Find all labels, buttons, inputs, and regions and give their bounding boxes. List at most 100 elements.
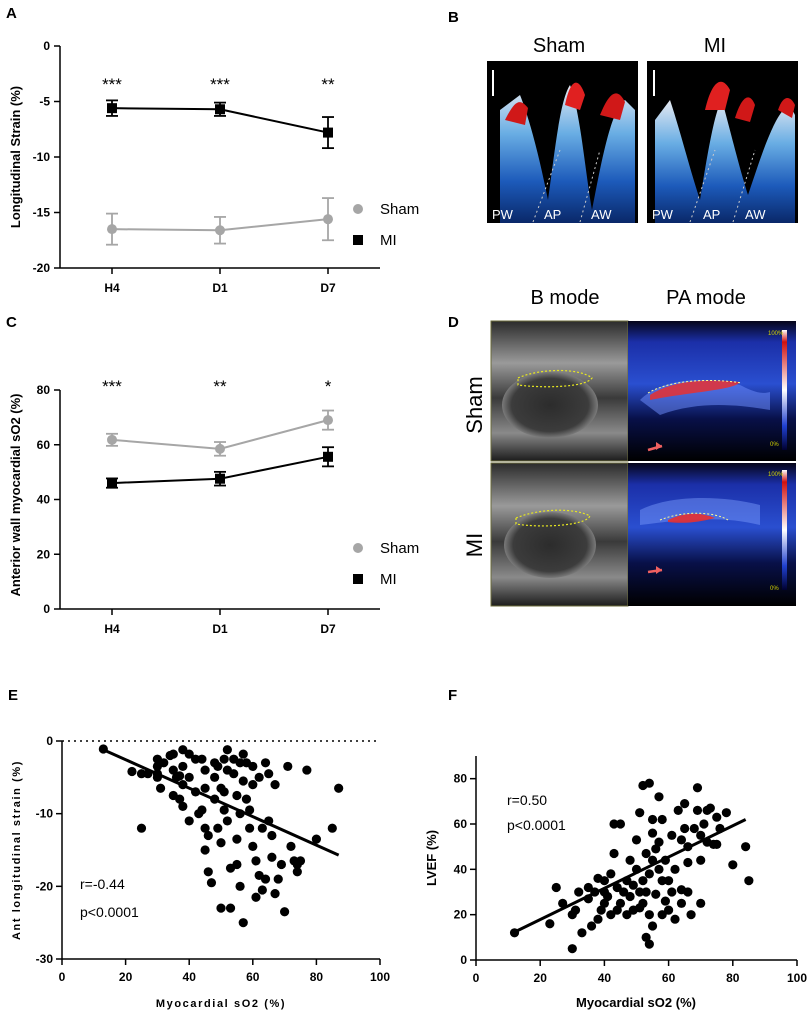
chart-e-point bbox=[200, 823, 210, 833]
chart-c-significance-label: *** bbox=[102, 377, 122, 396]
chart-f-point bbox=[741, 842, 751, 852]
chart-c-y-axis-label: Anterior wall myocardial sO2 (%) bbox=[8, 393, 23, 596]
chart-e-strain-vs-so2: Ant longitudinal strain (%) Myocardial s… bbox=[11, 734, 390, 1010]
chart-c-y-tick-label: 80 bbox=[37, 383, 51, 397]
chart-e-point bbox=[178, 801, 188, 812]
chart-f-point bbox=[583, 882, 593, 893]
chart-f-point bbox=[641, 848, 651, 859]
chart-e-point bbox=[219, 754, 229, 764]
chart-c-point-sham bbox=[215, 443, 225, 454]
panel-d-sham-scale-bottom: 0% bbox=[770, 442, 779, 448]
chart-f-r-value: r=0.50 bbox=[507, 792, 547, 808]
chart-f-point bbox=[612, 882, 622, 893]
panel-d-mi-pa: 100% 0% bbox=[628, 463, 796, 606]
panel-label-b: B bbox=[448, 9, 459, 26]
chart-a-x-tick-label: H4 bbox=[104, 281, 120, 295]
chart-f-point bbox=[705, 803, 715, 813]
chart-f-point bbox=[606, 869, 616, 879]
chart-e-x-axis-label: Myocardial sO2 (%) bbox=[156, 998, 286, 1010]
chart-e-point bbox=[270, 780, 280, 790]
panel-b-title-mi: MI bbox=[704, 35, 726, 57]
chart-e-point bbox=[238, 749, 248, 759]
chart-a-significance-label: *** bbox=[102, 75, 122, 94]
chart-c-point-mi bbox=[323, 451, 333, 462]
chart-e-point bbox=[222, 745, 232, 755]
chart-f-point bbox=[609, 848, 619, 859]
chart-f-point bbox=[647, 814, 658, 825]
chart-e-point bbox=[206, 878, 217, 888]
panel-b-sham-wall-ap: AP bbox=[544, 207, 561, 222]
chart-f-points bbox=[509, 778, 754, 954]
chart-c-significance: *** ** * bbox=[102, 377, 332, 396]
chart-e-x-tick-label: 40 bbox=[183, 970, 197, 984]
chart-e-point bbox=[168, 749, 178, 759]
chart-f-point bbox=[721, 808, 731, 818]
chart-f-point bbox=[689, 823, 699, 834]
panel-b-sham-wall-aw: AW bbox=[591, 207, 612, 222]
panel-label-c: C bbox=[6, 314, 17, 331]
chart-c-point-mi bbox=[107, 478, 117, 489]
chart-f-point bbox=[657, 876, 667, 886]
chart-e-point bbox=[295, 856, 306, 866]
chart-e-point bbox=[251, 892, 261, 902]
chart-a-legend-marker bbox=[353, 235, 363, 245]
chart-f-point bbox=[696, 898, 706, 908]
chart-f-point bbox=[635, 887, 645, 897]
chart-e-point bbox=[267, 852, 277, 862]
chart-f-point bbox=[570, 905, 581, 915]
chart-f-fit bbox=[517, 818, 747, 932]
chart-f-lvef-vs-so2: LVEF (%) Myocardial sO2 (%) 0 20 40 60 80 0 2… bbox=[424, 756, 807, 1010]
chart-f-x-tick-label: 0 bbox=[473, 971, 480, 985]
chart-a-point-mi bbox=[215, 104, 225, 115]
chart-c-y-tick-label: 20 bbox=[37, 547, 51, 561]
chart-e-point bbox=[200, 783, 210, 793]
panel-d-col-title-pamode: PA mode bbox=[666, 287, 746, 309]
chart-a-y-tick-label: -10 bbox=[33, 150, 51, 164]
panel-d-row-label-mi: MI bbox=[462, 533, 487, 557]
chart-f-point bbox=[615, 898, 626, 908]
chart-e-point bbox=[229, 769, 239, 779]
chart-e-point bbox=[232, 834, 242, 844]
chart-e-point bbox=[235, 758, 245, 768]
chart-a-legend-label: MI bbox=[380, 232, 397, 249]
chart-f-point bbox=[744, 876, 754, 886]
chart-e-point bbox=[248, 841, 258, 851]
chart-f-point bbox=[651, 889, 661, 899]
chart-a-significance: *** *** ** bbox=[102, 75, 335, 94]
chart-e-point bbox=[203, 830, 213, 841]
chart-e-x-ticks: 0 20 40 60 80 100 bbox=[59, 959, 390, 984]
chart-f-point bbox=[606, 910, 616, 920]
chart-f-point bbox=[644, 778, 654, 788]
chart-e-point bbox=[254, 772, 264, 782]
chart-f-point bbox=[509, 928, 520, 938]
chart-a-y-tick-label: -5 bbox=[39, 95, 50, 109]
chart-a-point-mi bbox=[107, 103, 117, 114]
chart-c-legend-marker bbox=[353, 574, 363, 584]
chart-a-significance-label: ** bbox=[321, 75, 335, 94]
chart-e-x-tick-label: 100 bbox=[370, 970, 390, 984]
chart-c-y-tick-label: 0 bbox=[43, 602, 50, 616]
chart-f-point bbox=[622, 910, 632, 920]
panel-label-e: E bbox=[8, 687, 18, 704]
chart-e-point bbox=[213, 823, 223, 833]
chart-f-x-tick-label: 100 bbox=[787, 971, 807, 985]
chart-f-point bbox=[667, 830, 677, 840]
chart-f-point bbox=[638, 876, 648, 886]
chart-e-point bbox=[292, 867, 302, 877]
chart-e-x-tick-label: 80 bbox=[310, 970, 324, 984]
chart-f-point bbox=[641, 887, 651, 897]
chart-f-point bbox=[558, 898, 568, 908]
chart-a-point-sham bbox=[323, 214, 333, 225]
chart-f-point bbox=[586, 921, 597, 931]
panel-d-sham-pa: 100% 0% bbox=[628, 321, 796, 461]
chart-f-p-value: p<0.0001 bbox=[507, 817, 566, 833]
panel-b-title-sham: Sham bbox=[533, 35, 585, 57]
chart-e-y-tick-label: -20 bbox=[36, 879, 54, 893]
chart-f-point bbox=[680, 799, 690, 809]
chart-e-x-tick-label: 20 bbox=[119, 970, 133, 984]
chart-f-point bbox=[657, 814, 667, 825]
chart-e-point bbox=[276, 859, 287, 870]
chart-a-y-tick-label: -15 bbox=[33, 206, 51, 220]
chart-e-point bbox=[286, 841, 296, 851]
panel-b-sham-wall-pw: PW bbox=[492, 207, 514, 222]
